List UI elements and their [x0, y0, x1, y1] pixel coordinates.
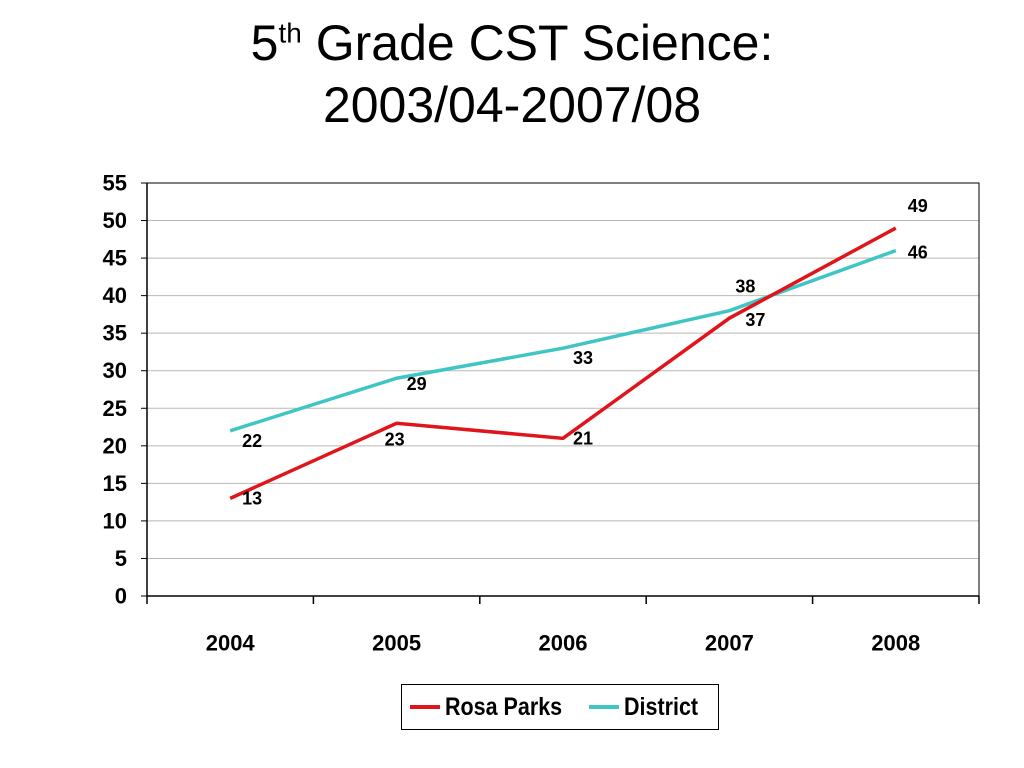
series-line-rosa-parks: [229, 226, 897, 500]
axes: 0 5 10 15 20 25 30 35 40 45 50 55 2004 2005 2006 2007 20…: [103, 171, 980, 656]
data-label-rosa-parks-2004: 13: [242, 488, 262, 508]
legend: Rosa Parks District: [401, 684, 719, 730]
y-tick-label-35: 35: [103, 321, 127, 346]
y-tick-label-50: 50: [103, 208, 127, 233]
legend-item-district: District: [589, 693, 710, 722]
x-tick-label-2006: 2006: [539, 631, 588, 656]
data-label-rosa-parks-2005: 23: [385, 429, 405, 449]
y-tick-label-20: 20: [103, 433, 127, 458]
legend-swatch-rosa-parks: [409, 705, 440, 709]
y-tick-label-15: 15: [103, 471, 127, 496]
legend-label-district: District: [624, 692, 699, 721]
y-tick-label-30: 30: [103, 358, 127, 383]
x-tick-label-2008: 2008: [871, 631, 920, 656]
data-labels: 13 23 21 37 49 22 29 33 38 46: [242, 196, 928, 508]
title-grade-number: 5: [250, 15, 279, 71]
y-tick-label-45: 45: [103, 246, 127, 271]
data-label-district-2007: 38: [735, 277, 755, 297]
data-label-rosa-parks-2006: 21: [573, 428, 593, 448]
x-tick-label-2005: 2005: [372, 631, 421, 656]
legend-item-rosa-parks: Rosa Parks: [409, 692, 581, 722]
x-tick-label-2007: 2007: [705, 631, 754, 656]
legend-label-rosa-parks: Rosa Parks: [444, 692, 562, 721]
data-label-rosa-parks-2008: 49: [908, 196, 928, 216]
title-subject: Grade CST Science:: [301, 15, 774, 71]
series-lines: [229, 226, 897, 500]
data-label-district-2004: 22: [242, 431, 262, 451]
data-label-rosa-parks-2007: 37: [745, 310, 765, 330]
plot-area-border: [146, 182, 980, 597]
title-line-1: 5th Grade CST Science:: [0, 12, 1024, 74]
title-line-2: 2003/04-2007/08: [322, 77, 702, 133]
legend-swatch-district: [589, 705, 620, 709]
x-tick-label-2004: 2004: [206, 631, 256, 656]
data-label-district-2005: 29: [407, 374, 427, 394]
series-line-district: [229, 248, 897, 433]
chart-title: 5th Grade CST Science: 2003/04-2007/08: [0, 12, 1024, 136]
gridlines: [147, 182, 979, 559]
y-tick-label-55: 55: [103, 171, 127, 196]
title-grade-suffix: th: [278, 17, 302, 49]
y-tick-label-25: 25: [103, 396, 127, 421]
data-label-district-2008: 46: [908, 243, 928, 263]
y-tick-label-5: 5: [115, 546, 127, 571]
y-tick-label-40: 40: [103, 283, 127, 308]
data-label-district-2006: 33: [573, 348, 593, 368]
y-tick-label-0: 0: [115, 584, 127, 609]
y-tick-label-10: 10: [103, 508, 127, 533]
